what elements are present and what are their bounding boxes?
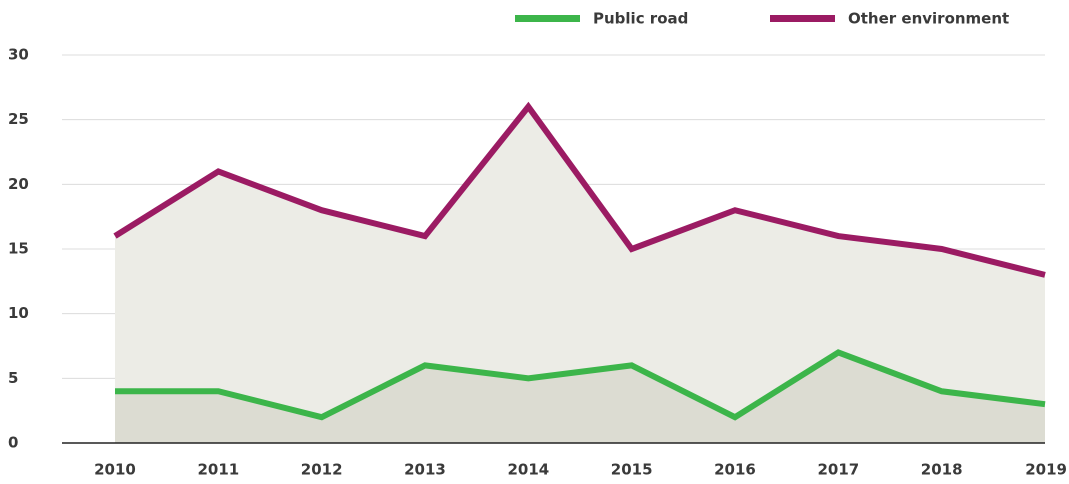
area	[115, 352, 1045, 443]
y-tick-label: 10	[8, 304, 29, 322]
line	[115, 349, 1046, 421]
x-tick-label: 2019	[1025, 461, 1067, 479]
y-tick-label: 0	[8, 434, 18, 452]
y-tick-label: 30	[8, 46, 29, 64]
x-tick-label: 2011	[197, 461, 239, 479]
x-tick-label: 2015	[611, 461, 653, 479]
x-tick-label: 2012	[301, 461, 343, 479]
area	[115, 106, 1045, 443]
x-tick-label: 2014	[507, 461, 549, 479]
legend-label: Other environment	[848, 10, 1009, 28]
legend-swatch	[515, 15, 580, 22]
x-tick-label: 2017	[817, 461, 859, 479]
x-tick-label: 2016	[714, 461, 756, 479]
legend-swatch	[770, 15, 835, 22]
x-tick-label: 2010	[94, 461, 136, 479]
y-tick-label: 15	[8, 240, 29, 258]
y-tick-label: 5	[8, 369, 18, 387]
line	[113, 101, 1046, 278]
y-tick-label: 20	[8, 175, 29, 193]
legend-label: Public road	[593, 10, 688, 28]
y-tick-label: 25	[8, 110, 29, 128]
x-tick-label: 2018	[921, 461, 963, 479]
x-tick-label: 2013	[404, 461, 446, 479]
